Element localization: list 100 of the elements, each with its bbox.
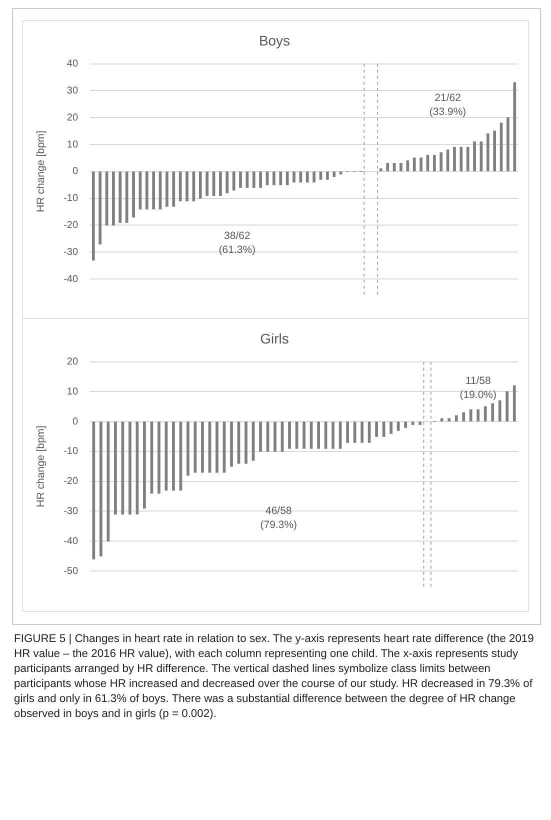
annotation: 46/58 (79.3%): [260, 505, 298, 532]
bar: [486, 133, 490, 172]
bar: [143, 422, 146, 509]
bar: [198, 172, 202, 199]
bar: [172, 172, 176, 207]
bar: [132, 172, 135, 218]
bar: [292, 172, 296, 182]
bar: [216, 422, 218, 473]
y-axis-title: HR change [bpm]: [35, 425, 48, 508]
bar: [411, 422, 414, 425]
bar: [288, 422, 291, 449]
annotation: 11/58 (19.0%): [460, 374, 496, 401]
bar: [114, 422, 117, 515]
bar: [360, 422, 364, 443]
bar: [513, 82, 516, 172]
bar: [239, 172, 242, 188]
bar: [306, 172, 309, 182]
bar: [219, 172, 222, 196]
bar: [244, 422, 248, 464]
bar: [453, 146, 456, 172]
bar: [420, 158, 422, 172]
chart-title: Girls: [260, 330, 289, 346]
bar: [498, 400, 502, 422]
bar: [118, 172, 122, 223]
bar: [112, 172, 115, 226]
bar: [375, 422, 378, 437]
bar: [279, 172, 282, 186]
bar: [400, 163, 402, 172]
bar: [379, 168, 382, 172]
chart-title: Boys: [258, 32, 290, 48]
bar: [390, 422, 392, 434]
bar: [272, 172, 276, 186]
bar: [418, 422, 422, 425]
y-tick-label: 20: [66, 112, 78, 124]
bar: [440, 152, 443, 172]
bar: [466, 146, 470, 172]
bar: [412, 158, 416, 172]
bar: [332, 422, 334, 449]
caption: FIGURE 5 | Changes in heart rate in relation to sex. The y-axis represents heart rate difference (the 2019 HR value – the 2016 HR value), with each column representing one child. The x-axis represents study participants arranged by HR difference. The vertical dashed lines symbolize class limits between participants whose HR increased and decreased over the course of our study. HR decreased in 79.3% of girls and only in 61.3% of boys. There was a substantial difference between the degree of HR change observed in boys and in girls (p = 0.002).: [14, 632, 535, 722]
bar: [493, 130, 496, 172]
bar: [186, 422, 190, 476]
bar: [396, 422, 400, 431]
bar: [206, 172, 208, 196]
bar: [152, 172, 156, 210]
y-tick-label: -20: [64, 220, 78, 231]
bar: [230, 422, 233, 467]
bar: [404, 422, 408, 428]
y-tick-label: -30: [64, 246, 78, 258]
bar: [506, 391, 509, 422]
bar: [512, 385, 516, 422]
y-tick-label: -40: [64, 274, 78, 285]
annotation: 38/62 (61.3%): [218, 230, 256, 256]
bar: [226, 172, 229, 194]
bar: [158, 422, 160, 494]
y-tick-label: -30: [64, 506, 78, 517]
bar: [128, 422, 132, 515]
y-tick-label: -50: [64, 566, 78, 577]
bar: [259, 422, 262, 452]
bar: [166, 172, 168, 207]
bar: [506, 117, 510, 172]
bar: [476, 409, 480, 422]
bar: [312, 172, 316, 182]
bar: [469, 409, 472, 422]
bar: [386, 163, 390, 172]
bar: [317, 422, 320, 449]
annotation: 21/62 (33.9%): [429, 92, 466, 118]
y-tick-label: -10: [64, 446, 78, 458]
bar: [326, 172, 329, 180]
bar: [100, 422, 102, 556]
bar: [172, 422, 175, 491]
y-tick-label: -10: [64, 193, 78, 204]
bar: [484, 406, 487, 422]
bar: [448, 418, 451, 422]
y-tick-label: 0: [72, 416, 78, 428]
bar: [460, 146, 463, 172]
y-tick-label: -40: [64, 536, 78, 547]
y-tick-label: 20: [66, 356, 78, 368]
y-tick-label: 30: [66, 85, 78, 96]
bar: [432, 154, 436, 172]
y-tick-label: 10: [66, 386, 78, 398]
bar: [473, 141, 476, 172]
y-axis-title: HR change [bpm]: [35, 130, 48, 212]
bar: [319, 172, 322, 180]
bar: [339, 172, 342, 174]
bar: [259, 172, 262, 188]
bar: [440, 418, 444, 422]
bar: [302, 422, 306, 449]
bar: [145, 172, 148, 210]
bar: [92, 172, 95, 260]
bar: [406, 160, 410, 172]
bar: [178, 172, 182, 202]
bar: [186, 172, 188, 202]
bar: [462, 412, 466, 422]
y-tick-label: 10: [66, 139, 78, 150]
bar: [332, 172, 336, 178]
bar: [274, 422, 276, 452]
bar: [454, 415, 458, 422]
bar: [98, 172, 102, 244]
bar: [346, 422, 349, 443]
bar: [252, 172, 256, 188]
